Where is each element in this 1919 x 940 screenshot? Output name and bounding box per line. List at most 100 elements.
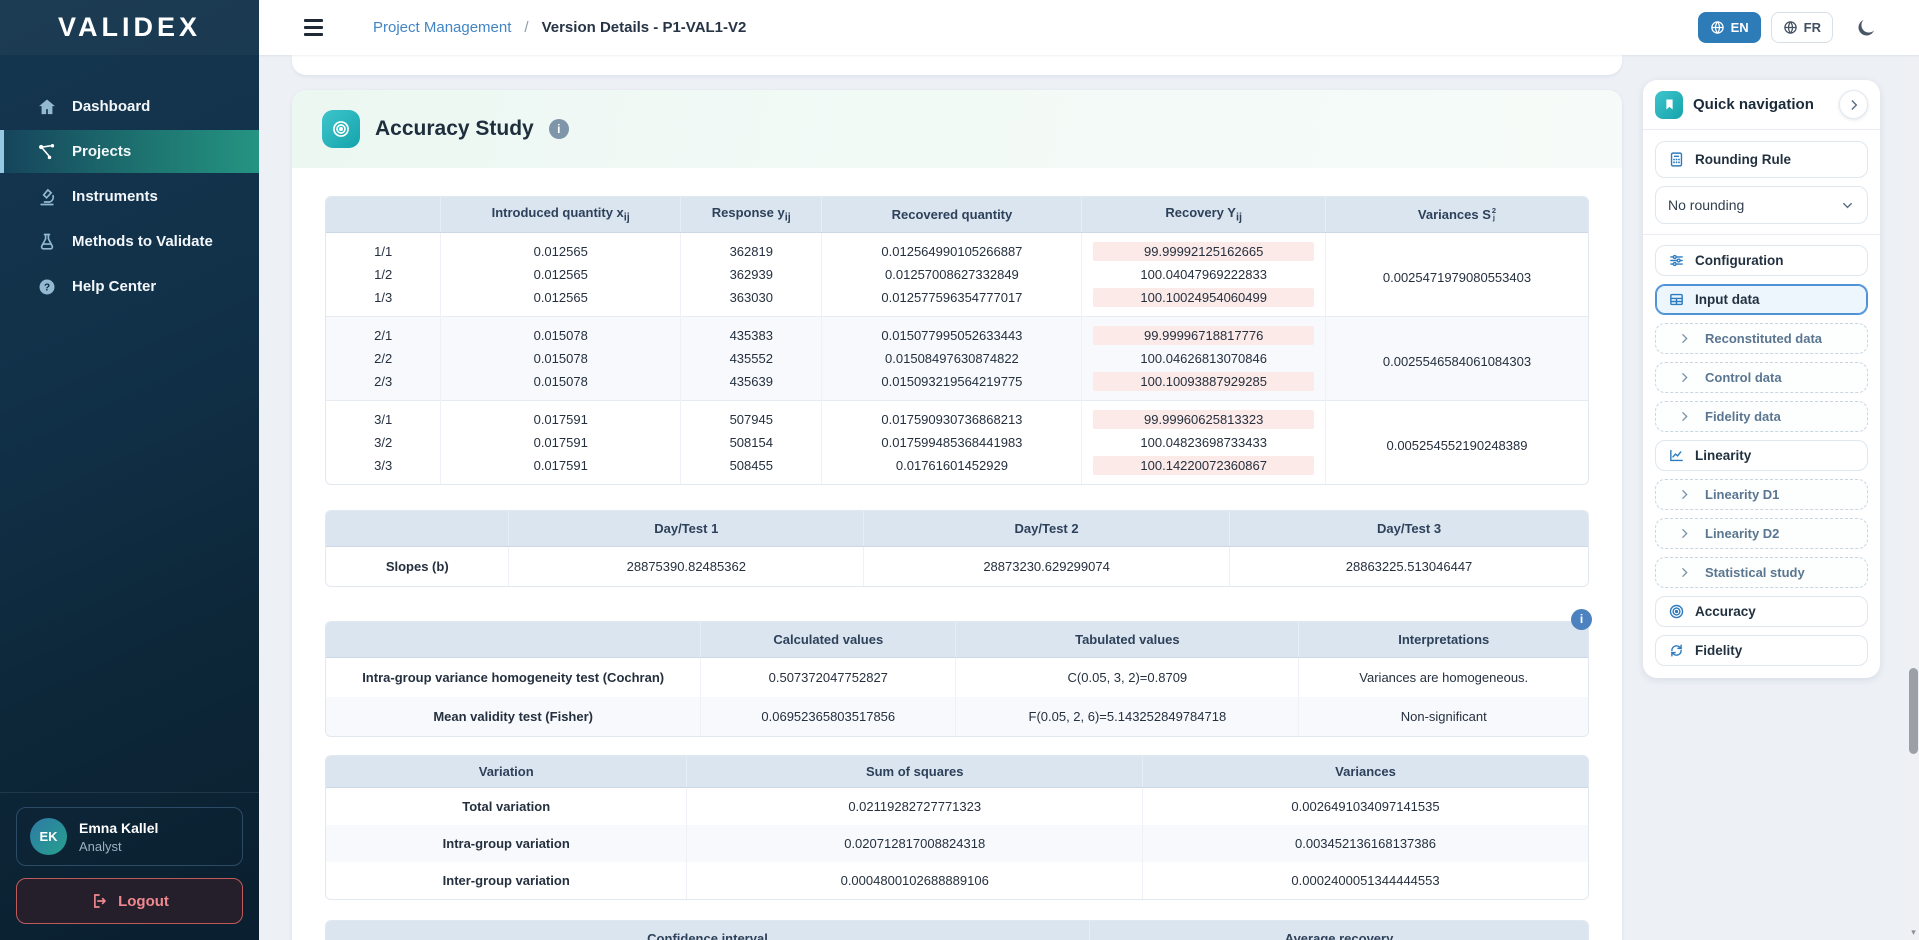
table-cell: 435552 <box>681 348 822 369</box>
column-header: Tabulated values <box>956 622 1299 658</box>
user-card[interactable]: EK Emna Kallel Analyst <box>16 807 243 866</box>
rounding-select[interactable]: No rounding <box>1655 186 1868 224</box>
quicknav-item-configuration[interactable]: Configuration <box>1655 245 1868 276</box>
recovery-highlight: 100.10024954060499 <box>1093 288 1314 307</box>
table-cell: 362819 <box>681 232 822 264</box>
table-row: Intra-group variance homogeneity test (C… <box>326 657 1588 697</box>
table-cell: 0.020712817008824318 <box>687 825 1143 862</box>
table-cell: 0.01257008627332849 <box>822 264 1082 285</box>
table-cell: 0.017599485368441983 <box>822 432 1082 453</box>
table-cell: 28875390.82485362 <box>509 546 864 586</box>
language-en-label: EN <box>1731 20 1749 35</box>
table-cell: 0.017591 <box>441 432 681 453</box>
column-header: Variances <box>1143 756 1589 788</box>
chevron-right-icon <box>1678 371 1691 384</box>
user-name: Emna Kallel <box>79 820 158 836</box>
logout-button[interactable]: Logout <box>16 878 243 924</box>
table-cell: 435383 <box>681 316 822 348</box>
table-cell: 100.04047969222833 <box>1082 264 1326 285</box>
table-header-row: Calculated values Tabulated values Inter… <box>326 622 1588 658</box>
ci-table-wrapper: Confidence interval Average recovery 100… <box>325 920 1589 940</box>
quicknav-item-fidelity[interactable]: Fidelity <box>1655 635 1868 666</box>
collapse-panel-button[interactable] <box>1839 90 1868 119</box>
scrollbar-down-arrow[interactable]: ▾ <box>1909 927 1918 938</box>
table-row: 2/1 0.015078 435383 0.015077995052633443… <box>326 316 1588 348</box>
column-header: Variances S2j <box>1325 197 1588 232</box>
row-id: 3/3 <box>326 453 441 484</box>
globe-icon <box>1710 20 1725 35</box>
quicknav-subitem-fidelity-data[interactable]: Fidelity data <box>1655 401 1868 432</box>
table-cell: 0.0002400051344444553 <box>1143 862 1589 899</box>
quicknav-item-input-data[interactable]: Input data <box>1655 284 1868 315</box>
target-icon <box>322 110 360 148</box>
table-header-row: Introduced quantity xij Response yij Rec… <box>326 197 1588 232</box>
sidebar-item-label: Projects <box>72 143 131 160</box>
variance-cell: 0.0025546584061084303 <box>1325 316 1588 400</box>
language-fr-button[interactable]: FR <box>1771 12 1833 43</box>
quick-navigation-body: Rounding Rule No rounding Configuration … <box>1643 130 1880 678</box>
table-cell: 99.99960625813323 <box>1082 400 1326 432</box>
quicknav-item-accuracy[interactable]: Accuracy <box>1655 596 1868 627</box>
row-label: Intra-group variance homogeneity test (C… <box>326 657 701 697</box>
column-header: Recovered quantity <box>822 197 1082 232</box>
chevron-right-icon <box>1678 527 1691 540</box>
accuracy-group-1: 1/1 0.012565 362819 0.012564990105266887… <box>326 232 1588 316</box>
breadcrumb-separator: / <box>524 19 528 36</box>
row-id: 3/2 <box>326 432 441 453</box>
row-id: 2/3 <box>326 369 441 401</box>
sidebar-item-dashboard[interactable]: Dashboard <box>0 85 259 128</box>
table-cell: Variances are homogeneous. <box>1299 657 1588 697</box>
quicknav-subitem-reconstituted-data[interactable]: Reconstituted data <box>1655 323 1868 354</box>
info-icon[interactable]: i <box>549 119 569 139</box>
topbar: Project Management / Version Details - P… <box>259 0 1919 55</box>
quicknav-item-linearity[interactable]: Linearity <box>1655 440 1868 471</box>
dark-mode-toggle[interactable] <box>1855 17 1877 39</box>
projects-icon <box>37 142 57 162</box>
info-icon[interactable]: i <box>1571 609 1592 630</box>
language-en-button[interactable]: EN <box>1698 12 1761 43</box>
sidebar-item-label: Instruments <box>72 188 158 205</box>
table-header-row: Confidence interval Average recovery <box>326 921 1588 940</box>
quicknav-subitem-linearity-d2[interactable]: Linearity D2 <box>1655 518 1868 549</box>
quicknav-subitem-linearity-d1[interactable]: Linearity D1 <box>1655 479 1868 510</box>
rounding-select-value: No rounding <box>1668 197 1744 213</box>
row-label: Inter-group variation <box>326 862 687 899</box>
table-cell: 0.012565 <box>441 232 681 264</box>
sidebar-item-help[interactable]: ? Help Center <box>0 265 259 308</box>
page-scrollbar-track[interactable] <box>1909 55 1918 940</box>
table-cell: 435639 <box>681 369 822 401</box>
table-cell: 0.012564990105266887 <box>822 232 1082 264</box>
hamburger-menu-button[interactable] <box>300 15 327 40</box>
recovery-highlight: 99.99992125162665 <box>1093 242 1314 261</box>
quicknav-subitem-statistical-study[interactable]: Statistical study <box>1655 557 1868 588</box>
table-cell: 0.003452136168137386 <box>1143 825 1589 862</box>
page-scrollbar-thumb[interactable] <box>1909 668 1918 754</box>
table-cell: 0.015077995052633443 <box>822 316 1082 348</box>
column-header: Response yij <box>681 197 822 232</box>
column-header: Confidence interval <box>326 921 1090 940</box>
table-cell: 100.10093887929285 <box>1082 369 1326 401</box>
row-label: Intra-group variation <box>326 825 687 862</box>
flask-icon <box>37 232 57 252</box>
row-label: Slopes (b) <box>326 546 509 586</box>
chevron-right-icon <box>1678 566 1691 579</box>
accuracy-study-header: Accuracy Study i <box>292 90 1622 168</box>
table-cell: 0.507372047752827 <box>701 657 956 697</box>
table-cell: 28863225.513046447 <box>1230 546 1588 586</box>
chevron-down-icon <box>1840 198 1855 213</box>
sidebar-item-projects[interactable]: Projects <box>0 130 259 173</box>
stats-section: i Calculated values Tabulated values Int… <box>325 621 1589 737</box>
sidebar-item-instruments[interactable]: Instruments <box>0 175 259 218</box>
breadcrumb-link-project-management[interactable]: Project Management <box>373 19 511 36</box>
table-cell: 100.04626813070846 <box>1082 348 1326 369</box>
column-header: Day/Test 2 <box>864 511 1230 547</box>
variation-table: Variation Sum of squares Variances Total… <box>326 756 1588 899</box>
sidebar-item-label: Methods to Validate <box>72 233 213 250</box>
quicknav-subitem-control-data[interactable]: Control data <box>1655 362 1868 393</box>
chevron-right-icon <box>1678 488 1691 501</box>
sidebar-item-methods[interactable]: Methods to Validate <box>0 220 259 263</box>
logout-icon <box>90 892 108 910</box>
variance-cell: 0.0025471979080553403 <box>1325 232 1588 316</box>
table-cell: C(0.05, 3, 2)=0.8709 <box>956 657 1299 697</box>
chevron-right-icon <box>1678 410 1691 423</box>
